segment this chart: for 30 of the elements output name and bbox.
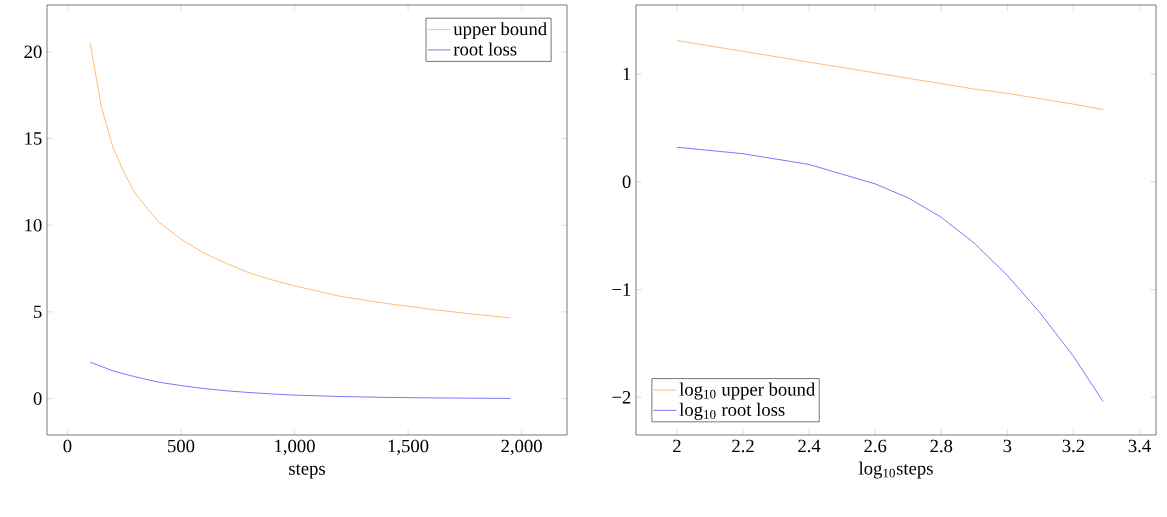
legend-label: log$_{10}$ upper bound bbox=[679, 382, 816, 400]
x-tick-label: 2.2 bbox=[732, 439, 754, 453]
x-tick-label: 3 bbox=[1003, 439, 1012, 453]
y-tick-label: 20 bbox=[24, 45, 42, 59]
y-tick-label: 5 bbox=[34, 305, 42, 319]
x-tick-label: 3.4 bbox=[1128, 439, 1151, 453]
line-series bbox=[676, 146, 1104, 402]
y-tick-label: 1 bbox=[623, 67, 631, 81]
legend-label: log$_{10}$ root loss bbox=[679, 402, 785, 420]
y-tick-label: 15 bbox=[25, 132, 42, 145]
x-tick-label: 2,000 bbox=[501, 439, 542, 455]
x-tick-label: 2.8 bbox=[930, 439, 953, 453]
line-series bbox=[676, 40, 1104, 110]
x-axis-title: steps bbox=[289, 464, 325, 479]
x-tick-label: 500 bbox=[168, 439, 195, 453]
x-tick-label: 0 bbox=[63, 439, 72, 453]
y-tick-label: 0 bbox=[622, 175, 631, 189]
y-tick-label: 10 bbox=[25, 218, 42, 232]
legend-label: upper bound bbox=[453, 22, 547, 40]
y-tick-label: −2 bbox=[612, 391, 631, 404]
x-tick-label: 2.6 bbox=[864, 439, 887, 453]
legend-label: root loss bbox=[453, 42, 517, 56]
x-tick-label: 1,500 bbox=[388, 439, 429, 455]
x-axis-title: log$_{10}$steps bbox=[858, 461, 933, 479]
x-tick-label: 2 bbox=[673, 439, 681, 453]
x-tick-label: 3.2 bbox=[1062, 439, 1085, 453]
y-tick-label: 0 bbox=[33, 392, 42, 405]
x-tick-label: 2.4 bbox=[798, 439, 821, 453]
x-tick-label: 1,000 bbox=[275, 439, 315, 455]
y-tick-label: −1 bbox=[612, 283, 631, 296]
